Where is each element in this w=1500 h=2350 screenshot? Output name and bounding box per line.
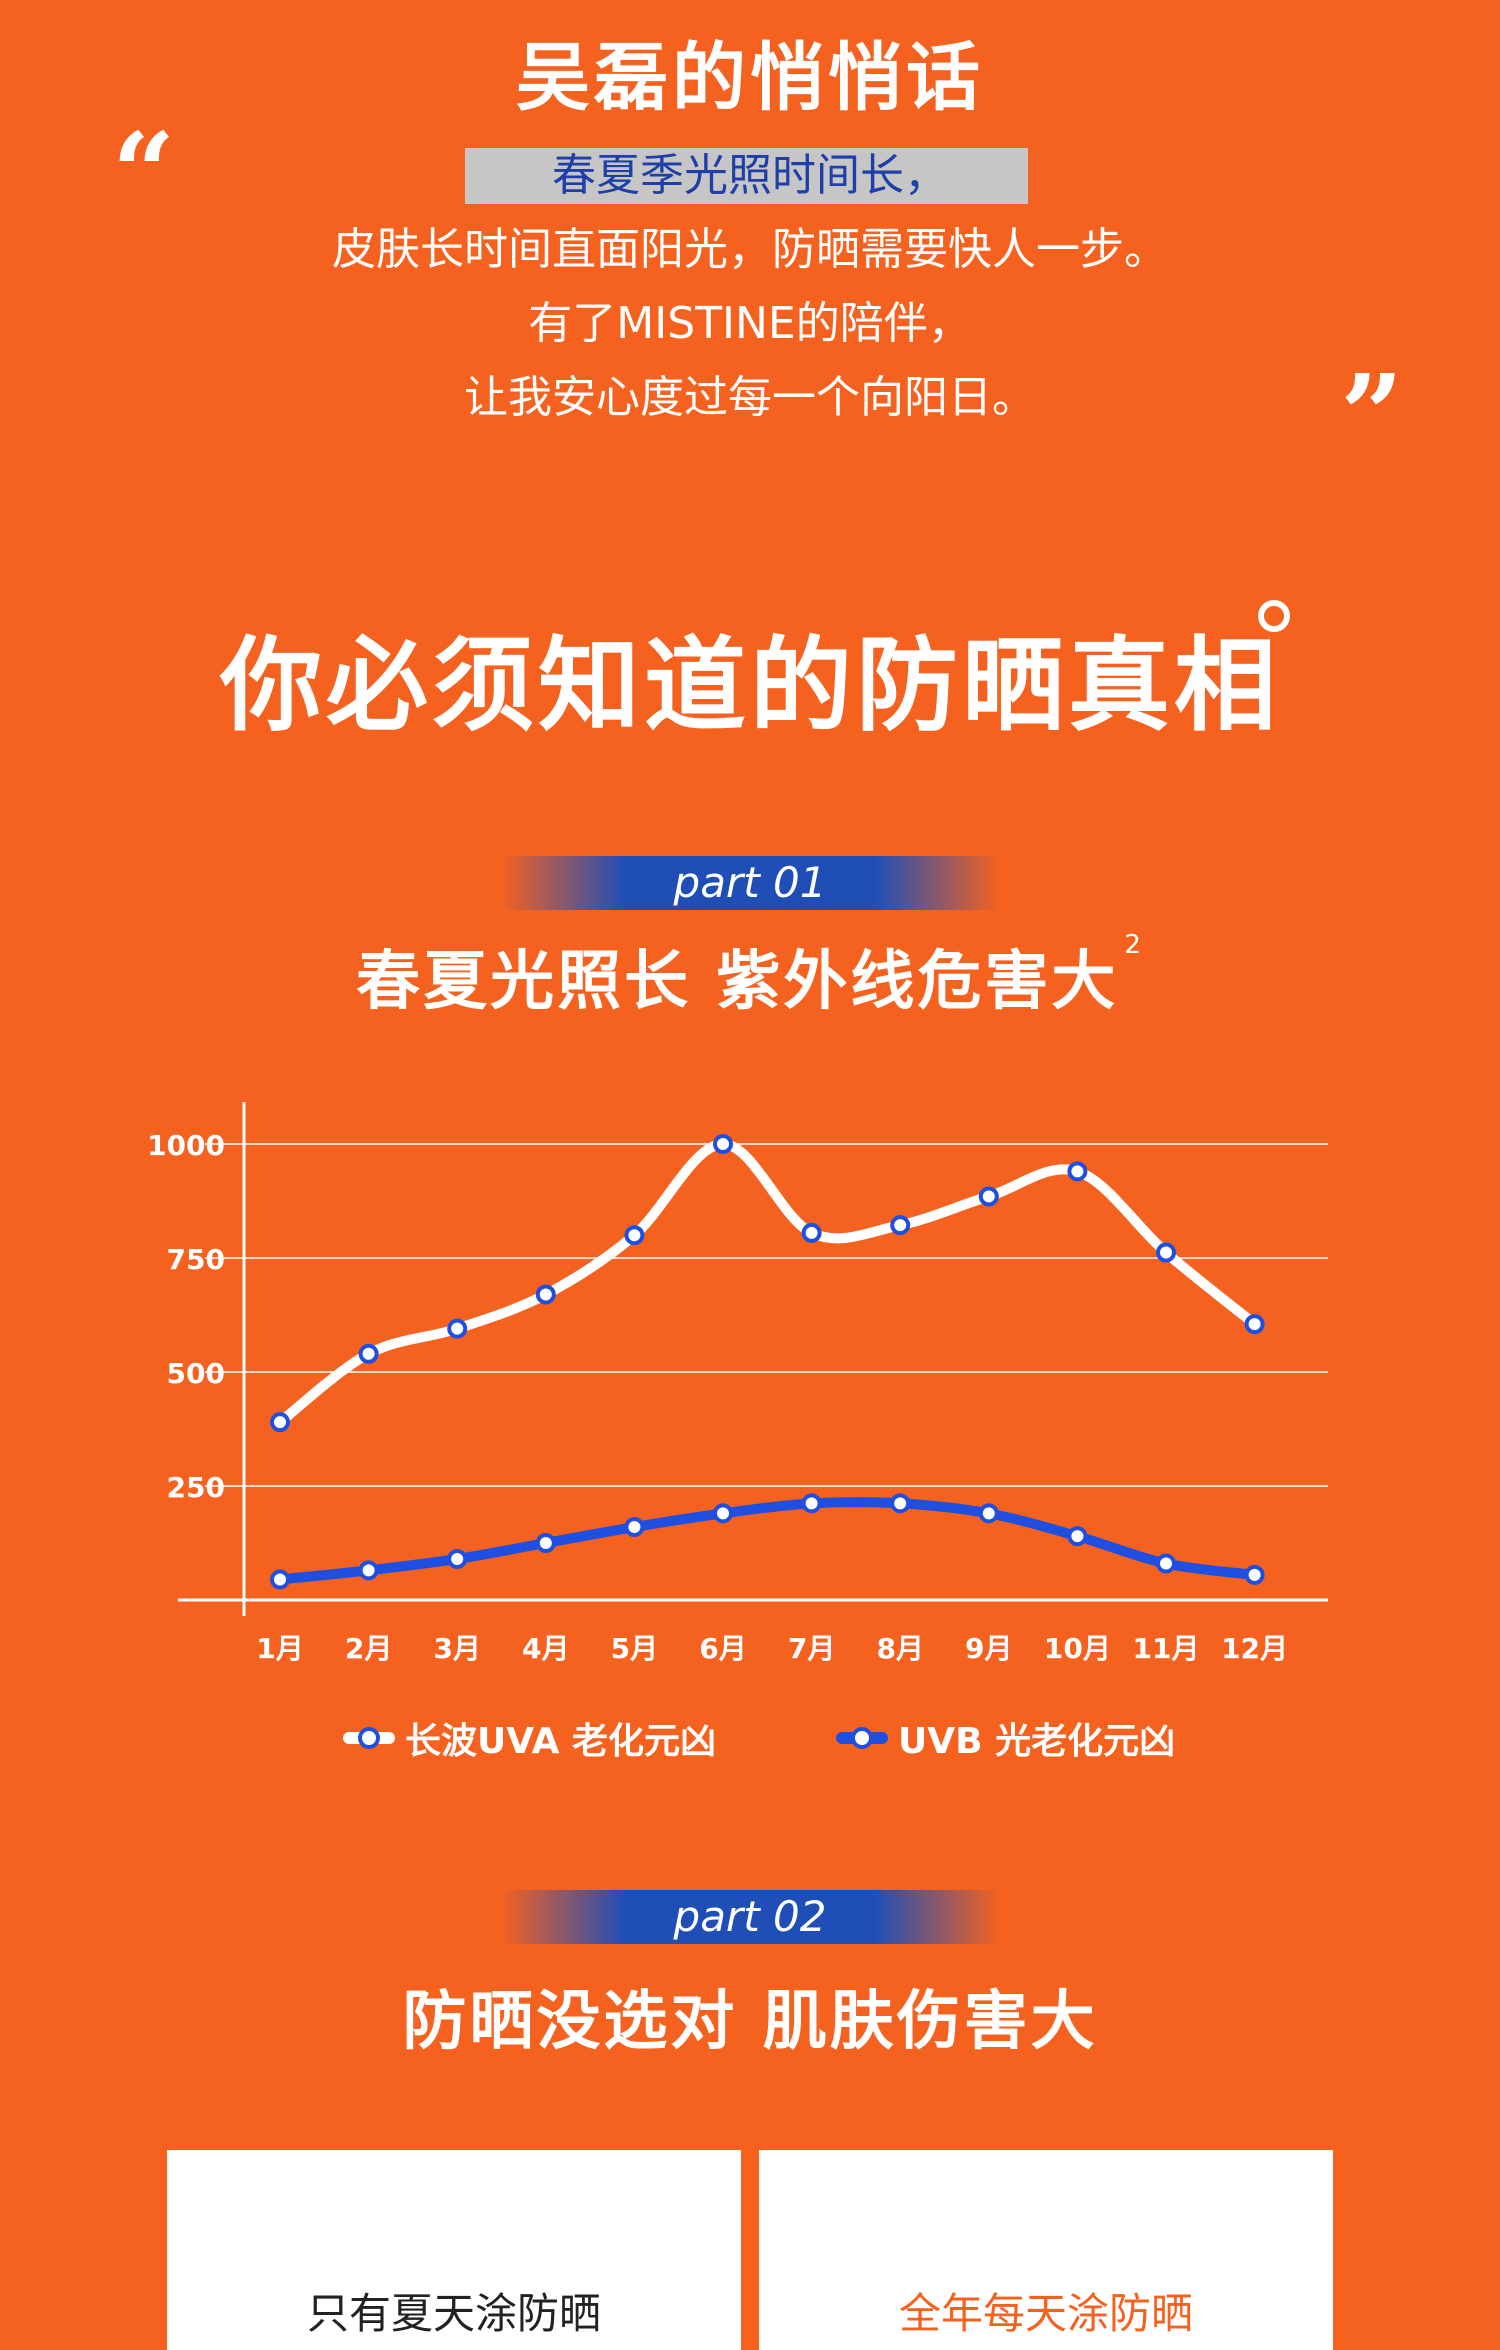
part2-badge: part 02 <box>500 1890 1000 1944</box>
part1-title-text: 春夏光照长 紫外线危害大 <box>356 945 1119 1019</box>
series-1-point-10 <box>1067 1161 1088 1182</box>
xtick-label-9: 9月 <box>965 1632 1012 1665</box>
chart-series <box>270 1134 1265 1590</box>
chart-grid <box>205 1143 1328 1487</box>
quote-line-1: 春夏季光照时间长， <box>552 150 948 201</box>
ytick-label-1000: 1000 <box>147 1129 225 1162</box>
series-2-point-10 <box>1067 1526 1088 1547</box>
series-1-point-7 <box>801 1222 822 1243</box>
xtick-label-5: 5月 <box>611 1632 658 1665</box>
xtick-label-8: 8月 <box>876 1632 923 1665</box>
series-line-1 <box>275 1138 1260 1428</box>
truth-title: 你必须知道的防晒真相 <box>220 627 1280 746</box>
close-quote-icon: ” <box>1340 350 1404 479</box>
chart-xticks: 1月 2月 3月 4月 5月 6月 7月 8月 9月 10月 11月 12月 <box>256 1632 1288 1665</box>
xtick-label-2: 2月 <box>345 1632 392 1665</box>
degree-circle-icon <box>1258 600 1290 632</box>
series-1-point-5 <box>624 1225 645 1246</box>
series-2-point-3 <box>447 1548 468 1569</box>
quote-line-2: 皮肤长时间直面阳光，防晒需要快人一步。 <box>332 224 1168 275</box>
legend-uvb-marker <box>836 1727 888 1749</box>
series-1-point-3 <box>447 1318 468 1339</box>
series-line-2 <box>275 1497 1260 1585</box>
part2-title: 防晒没选对 肌肤伤害大 <box>402 1985 1098 2059</box>
chart-axes <box>178 1102 1328 1616</box>
series-2-point-1 <box>270 1569 290 1590</box>
legend-uvb: UVB 光老化元凶 <box>836 1712 1175 1764</box>
series-2-point-12 <box>1244 1564 1265 1585</box>
ytick-label-250: 250 <box>167 1471 225 1504</box>
series-2-point-8 <box>890 1493 911 1514</box>
highlight-box <box>465 148 1028 204</box>
xtick-label-12: 12月 <box>1221 1632 1288 1665</box>
series-1-point-1 <box>270 1412 290 1433</box>
series-1-point-9 <box>978 1186 999 1207</box>
legend-uva-marker <box>343 1727 395 1749</box>
series-2-point-6 <box>713 1503 733 1524</box>
xtick-label-4: 4月 <box>522 1632 569 1665</box>
series-2-point-4 <box>535 1533 556 1553</box>
ytick-label-500: 500 <box>167 1357 225 1390</box>
card-all-year-text: 全年每天涂防晒 <box>898 2289 1193 2338</box>
series-2-point-11 <box>1156 1553 1176 1574</box>
quote-line-4: 让我安心度过每一个向阳日。 <box>464 372 1036 423</box>
ytick-label-750: 750 <box>167 1243 225 1276</box>
part1-footnote: 2 <box>1124 930 1144 960</box>
series-2-point-5 <box>624 1517 645 1538</box>
xtick-label-1: 1月 <box>256 1632 303 1665</box>
series-2-point-2 <box>358 1560 379 1581</box>
xtick-label-11: 11月 <box>1133 1632 1200 1665</box>
series-1-point-4 <box>535 1284 556 1305</box>
card-all-year: 全年每天涂防晒 <box>759 2150 1333 2350</box>
part1-badge: part 01 <box>500 856 1000 910</box>
xtick-label-3: 3月 <box>433 1632 480 1665</box>
legend-uva-label: 长波UVA 老化元凶 <box>405 1721 717 1762</box>
open-quote-icon: “ <box>112 108 176 237</box>
part1-title: 春夏光照长 紫外线危害大 2 <box>0 930 1500 1022</box>
series-1-point-6 <box>713 1134 733 1154</box>
quote-title: 吴磊的悄悄话 <box>516 35 984 121</box>
xtick-label-7: 7月 <box>788 1632 835 1665</box>
chart-yticks: 250 500 750 1000 <box>147 1129 225 1504</box>
series-1-point-11 <box>1156 1242 1176 1263</box>
card-summer-only-text: 只有夏天涂防晒 <box>306 2289 601 2338</box>
series-1-point-2 <box>358 1343 379 1364</box>
xtick-label-10: 10月 <box>1044 1632 1111 1665</box>
series-2-point-7 <box>801 1493 822 1514</box>
xtick-label-6: 6月 <box>699 1632 746 1665</box>
legend-uva: 长波UVA 老化元凶 <box>343 1712 716 1764</box>
series-2-point-9 <box>978 1503 999 1524</box>
series-1-point-12 <box>1244 1314 1265 1335</box>
series-1-point-8 <box>890 1215 911 1236</box>
uv-line-chart: 250 500 750 1000 1月 2月 3月 4月 5月 6月 7月 8月 9月 10月 11月 12… <box>147 1102 1328 1665</box>
legend-uvb-label: UVB 光老化元凶 <box>898 1721 1176 1762</box>
card-summer-only: 只有夏天涂防晒 <box>167 2150 741 2350</box>
quote-line-3: 有了MISTINE的陪伴， <box>528 298 972 349</box>
